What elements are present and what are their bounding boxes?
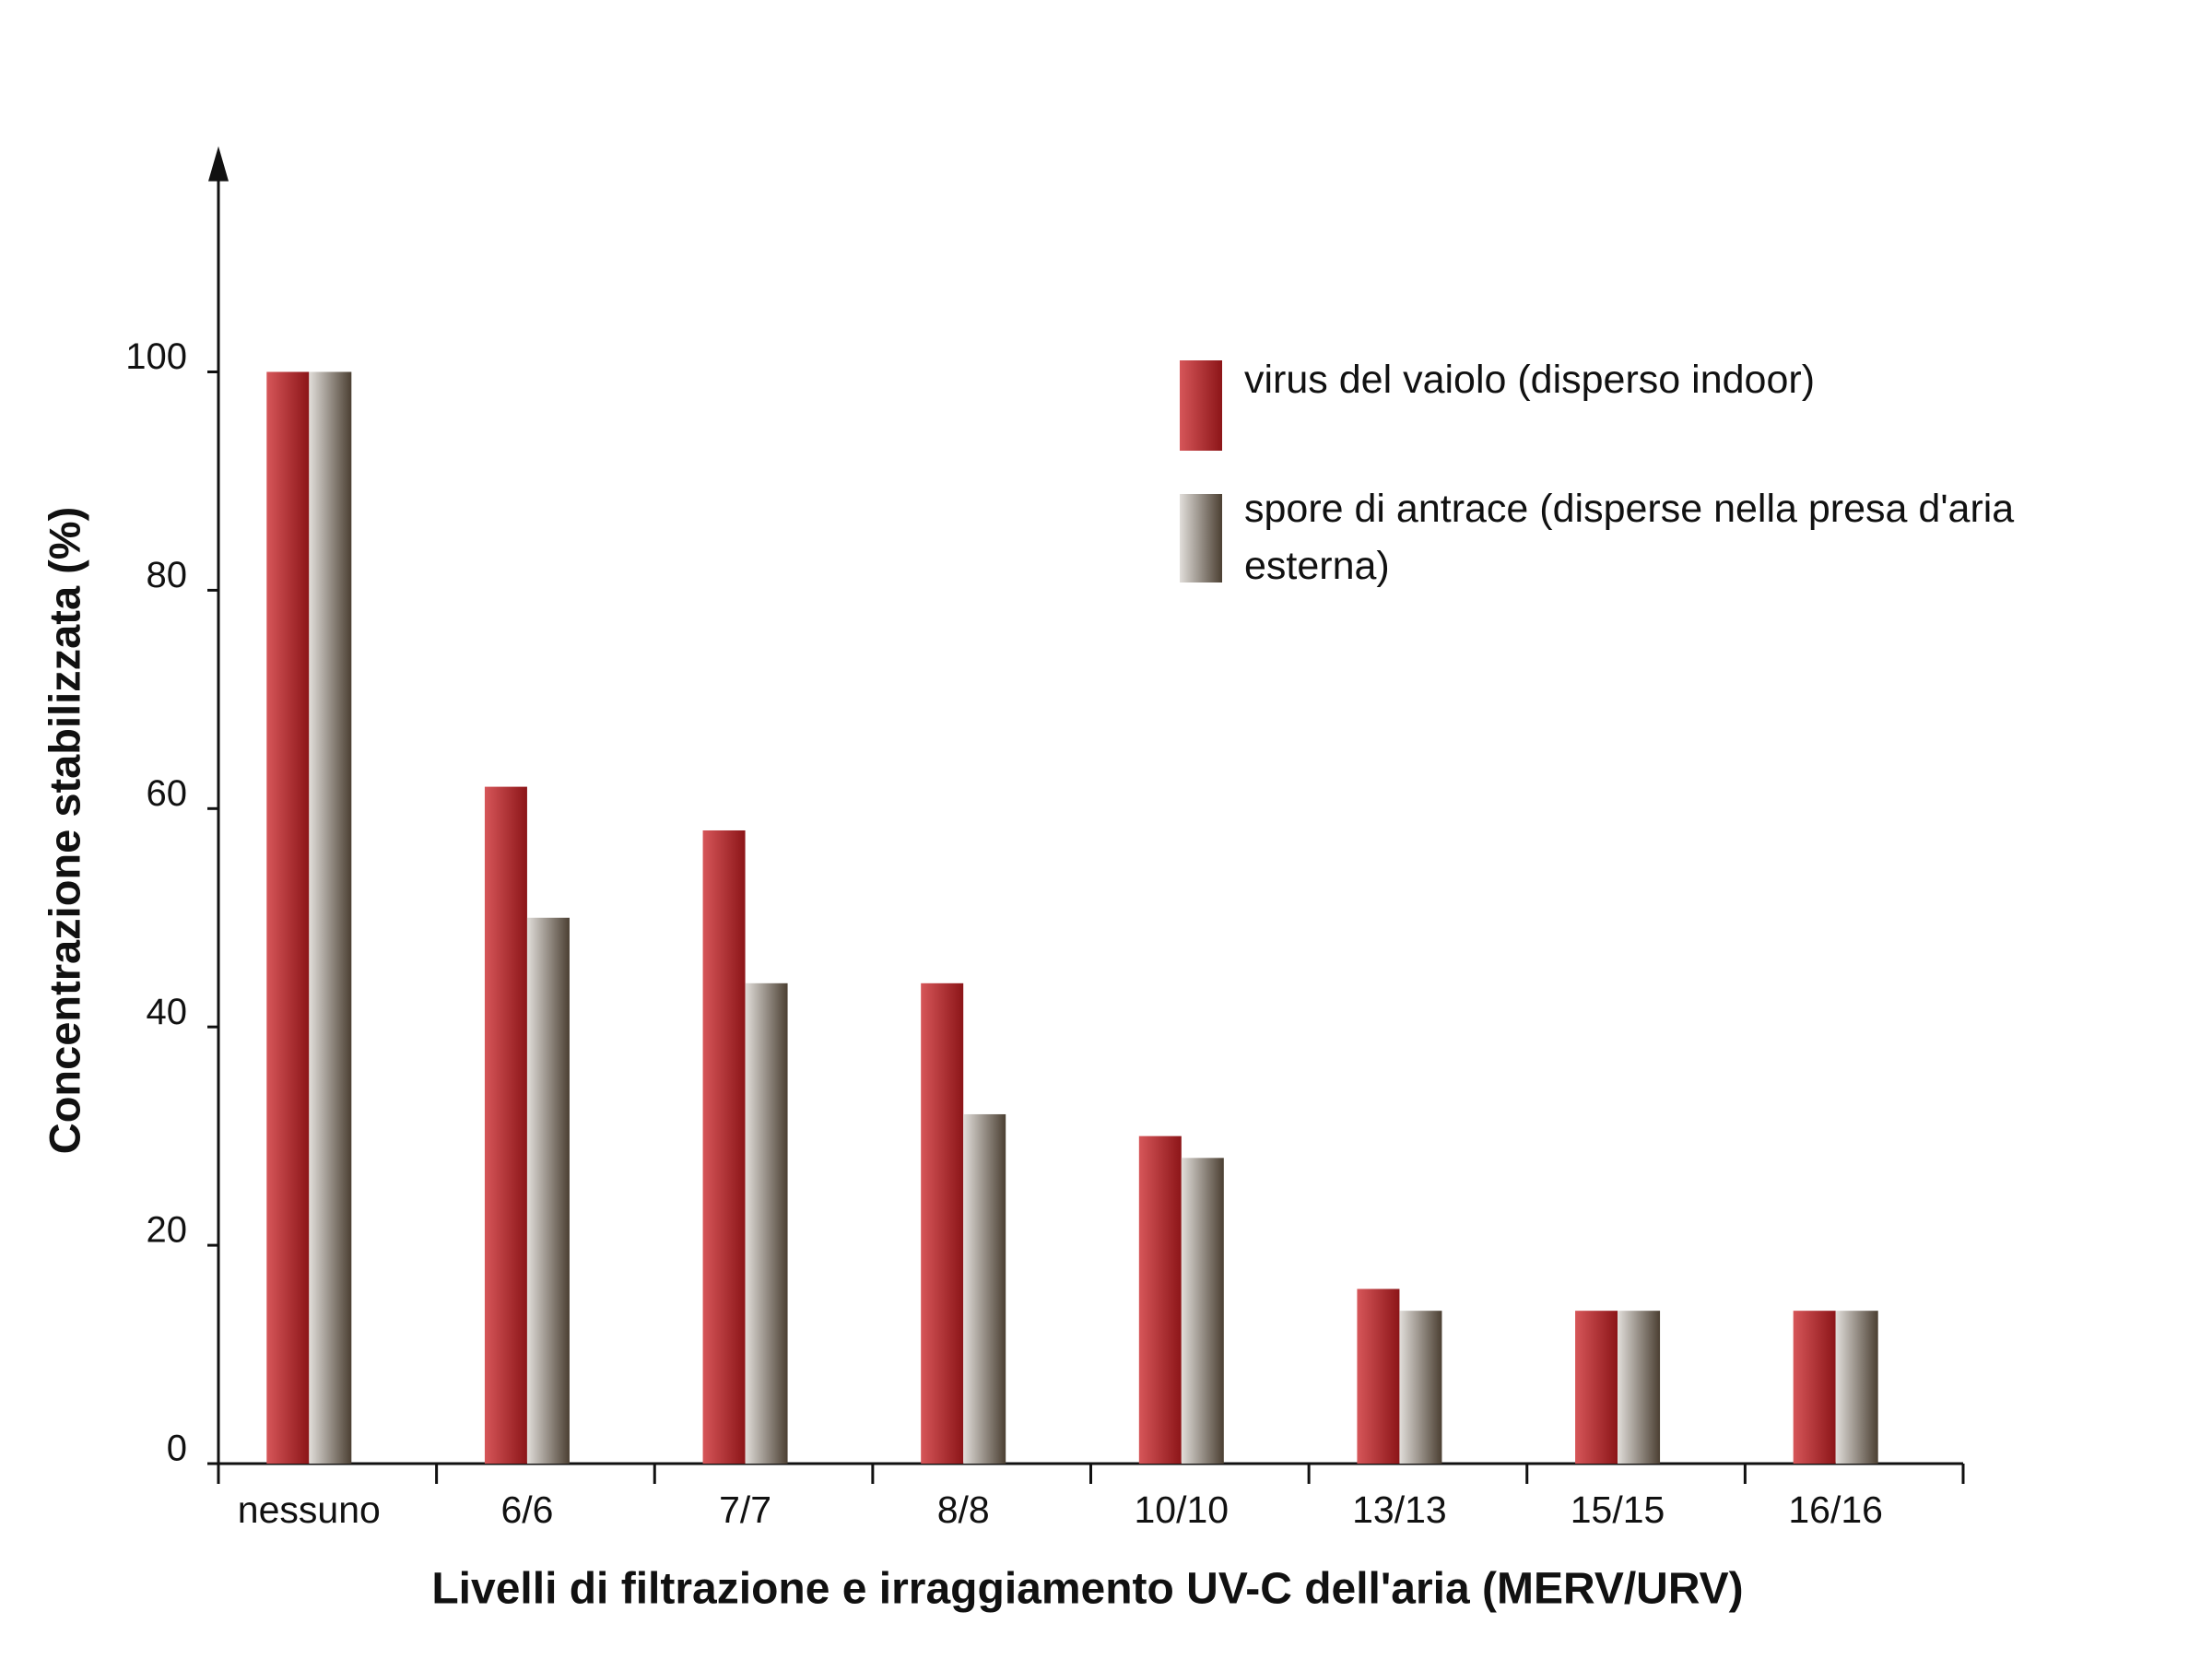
bar: [266, 371, 310, 1464]
bar: [702, 830, 746, 1464]
y-tick-label: 100: [125, 336, 187, 377]
legend-label: spore di antrace (disperse nella presa d…: [1244, 487, 2015, 588]
bar: [1399, 1311, 1442, 1464]
bar: [745, 982, 788, 1464]
x-tick-label: 15/15: [1571, 1488, 1665, 1531]
bar: [484, 786, 527, 1464]
x-tick-label: 10/10: [1135, 1488, 1230, 1531]
x-tick-label: 6/6: [500, 1488, 553, 1531]
x-tick-label: 13/13: [1352, 1488, 1447, 1531]
y-tick-label: 60: [147, 773, 188, 814]
bar: [309, 371, 352, 1464]
legend-swatch: [1180, 494, 1222, 582]
y-tick-label: 40: [147, 992, 188, 1032]
y-tick-label: 20: [147, 1210, 188, 1251]
y-axis-arrow: [208, 146, 229, 182]
bar: [1835, 1311, 1878, 1464]
bar: [1575, 1311, 1618, 1464]
y-axis-title: Concentrazione stabilizzata (%): [40, 507, 88, 1155]
bar: [1138, 1135, 1182, 1464]
legend-swatch: [1180, 360, 1222, 451]
y-tick-label: 80: [147, 555, 188, 595]
bar: [1357, 1288, 1400, 1464]
bar: [1793, 1311, 1836, 1464]
legend-label: virus del vaiolo (disperso indoor): [1244, 358, 1816, 402]
bar: [963, 1113, 1006, 1464]
bar: [1181, 1158, 1224, 1464]
x-tick-label: 7/7: [719, 1488, 771, 1531]
x-axis-title: Livelli di filtrazione e irraggiamento U…: [431, 1565, 1743, 1614]
x-tick-label: 16/16: [1788, 1488, 1883, 1531]
bar: [921, 982, 964, 1464]
x-tick-label: 8/8: [937, 1488, 990, 1531]
y-tick-label: 0: [167, 1429, 187, 1469]
bar: [526, 917, 570, 1464]
x-tick-label: nessuno: [238, 1488, 381, 1531]
bar: [1618, 1311, 1661, 1464]
